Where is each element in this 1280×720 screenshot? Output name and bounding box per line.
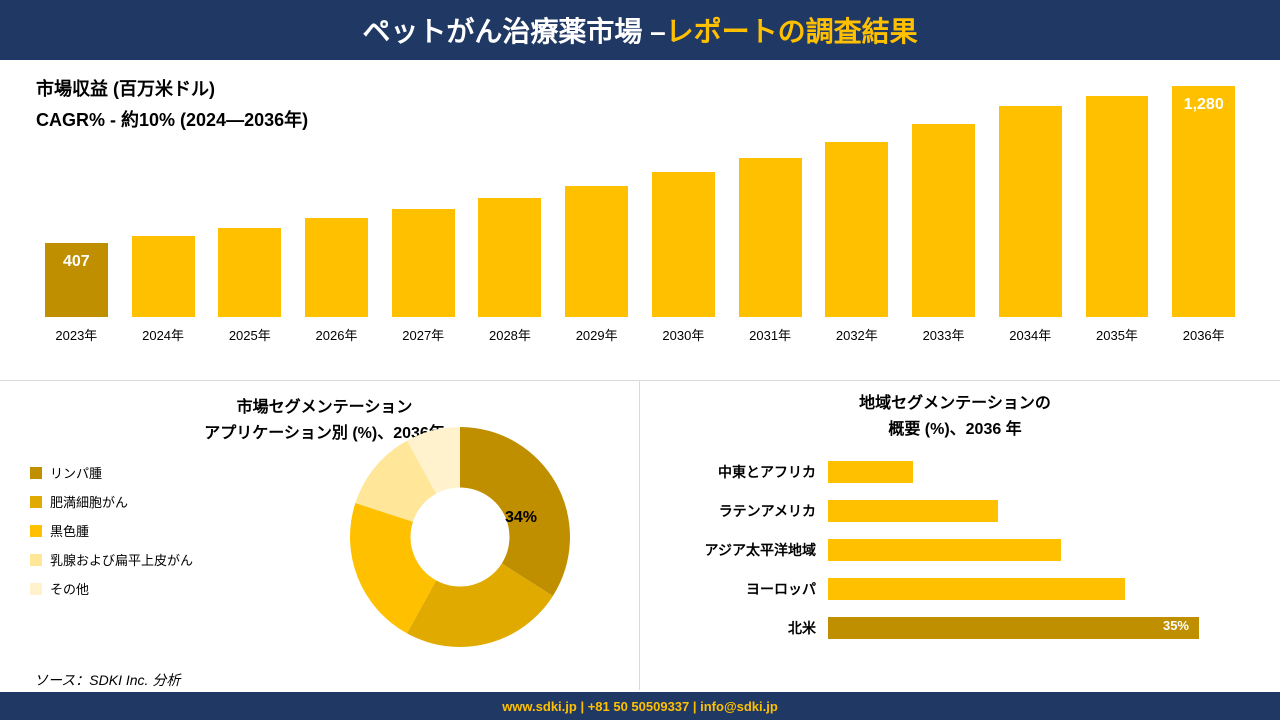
bar-category-label: 2034年 [1009,325,1051,344]
bar: 1,280 [1172,86,1235,317]
revenue-label: 市場収益 (百万米ドル) [36,74,1244,105]
bar-category-label: 2027年 [402,325,444,344]
hbar-track [828,539,1252,561]
bar-col: 407 2023年 [36,243,117,344]
bar [132,236,195,317]
bar-col: 1,280 2036年 [1163,86,1244,344]
bar-col: 2034年 [990,106,1071,345]
bar-category-label: 2033年 [923,325,965,344]
region-hbar-chart: 中東とアフリカラテンアメリカアジア太平洋地域ヨーロッパ北米 35% [658,454,1252,645]
hbar [828,461,913,483]
source-text: ソース：SDKI Inc. 分析 [34,670,180,690]
bar: 407 [45,243,108,317]
legend-swatch [30,496,42,508]
hbar [828,500,998,522]
bar-col: 2028年 [470,198,551,344]
segmentation-panel: 市場セグメンテーション アプリケーション別 (%)、2036年 リンパ腫肥満細胞… [0,381,640,690]
hbar-row: 中東とアフリカ [658,454,1252,489]
bar-col: 2035年 [1077,96,1158,344]
footer-bar: www.sdki.jp | +81 50 50509337 | info@sdk… [0,692,1280,720]
bar [305,218,368,317]
hbar-track: 35% [828,617,1252,639]
bar [218,228,281,317]
bar-category-label: 2025年 [229,325,271,344]
hbar-label: ラテンアメリカ [658,501,828,521]
hbar-value: 35% [1163,618,1189,633]
bar [739,158,802,317]
top-section: 市場収益 (百万米ドル) CAGR% - 約10% (2024―2036年) 4… [0,60,1280,380]
bar [999,106,1062,318]
bar-category-label: 2035年 [1096,325,1138,344]
bar [825,142,888,317]
header-text-2: レポートの調査結果 [666,10,918,50]
hbar-row: ラテンアメリカ [658,493,1252,528]
bar [565,186,628,317]
donut-chart: 34% [340,417,580,657]
bottom-section: 市場セグメンテーション アプリケーション別 (%)、2036年 リンパ腫肥満細胞… [0,380,1280,690]
hbar-track [828,500,1252,522]
bar [1086,96,1149,317]
legend-swatch [30,467,42,479]
bar-col: 2029年 [556,186,637,344]
bar-category-label: 2030年 [662,325,704,344]
bar-category-label: 2036年 [1183,325,1225,344]
hbar-label: 北米 [658,618,828,638]
header-text-1: ペットがん治療薬市場 – [362,10,665,50]
legend-swatch [30,525,42,537]
bar [912,124,975,317]
region-panel: 地域セグメンテーションの 概要 (%)、2036 年 中東とアフリカラテンアメリ… [640,381,1280,690]
bar-value: 407 [45,253,108,271]
bar-col: 2024年 [123,236,204,344]
legend-label: 乳腺および扁平上皮がん [50,550,193,569]
bar-category-label: 2023年 [55,325,97,344]
hbar-row: 北米 35% [658,610,1252,645]
hbar-row: ヨーロッパ [658,571,1252,606]
legend-label: その他 [50,579,89,598]
hbar: 35% [828,617,1199,639]
bar [392,209,455,317]
bar-col: 2032年 [816,142,897,344]
hbar-label: ヨーロッパ [658,579,828,599]
hbar-track [828,578,1252,600]
hbar-track [828,461,1252,483]
bar-category-label: 2032年 [836,325,878,344]
bar-col: 2033年 [903,124,984,344]
bar-category-label: 2026年 [316,325,358,344]
bar-col: 2025年 [209,228,290,344]
legend-label: 肥満細胞がん [50,492,128,511]
legend-label: 黒色腫 [50,521,89,540]
hbar-label: 中東とアフリカ [658,462,828,482]
bar-col: 2027年 [383,209,464,344]
hbar [828,539,1061,561]
bar [652,172,715,317]
bar-col: 2030年 [643,172,724,344]
region-title: 地域セグメンテーションの 概要 (%)、2036 年 [658,391,1252,442]
bar-category-label: 2031年 [749,325,791,344]
bar-chart: 407 2023年 2024年 2025年 2026年 2027年 2028年 2029年 20… [36,104,1244,374]
bar-value: 1,280 [1172,96,1235,114]
hbar-label: アジア太平洋地域 [658,540,828,560]
bar-col: 2031年 [730,158,811,344]
bar-category-label: 2024年 [142,325,184,344]
hbar-row: アジア太平洋地域 [658,532,1252,567]
legend-swatch [30,554,42,566]
hbar [828,578,1125,600]
legend-swatch [30,583,42,595]
donut-main-label: 34% [505,509,537,527]
legend-label: リンパ腫 [50,463,102,482]
header-bar: ペットがん治療薬市場 – レポートの調査結果 [0,0,1280,60]
bar-category-label: 2028年 [489,325,531,344]
bar-col: 2026年 [296,218,377,344]
bar-category-label: 2029年 [576,325,618,344]
bar [478,198,541,317]
